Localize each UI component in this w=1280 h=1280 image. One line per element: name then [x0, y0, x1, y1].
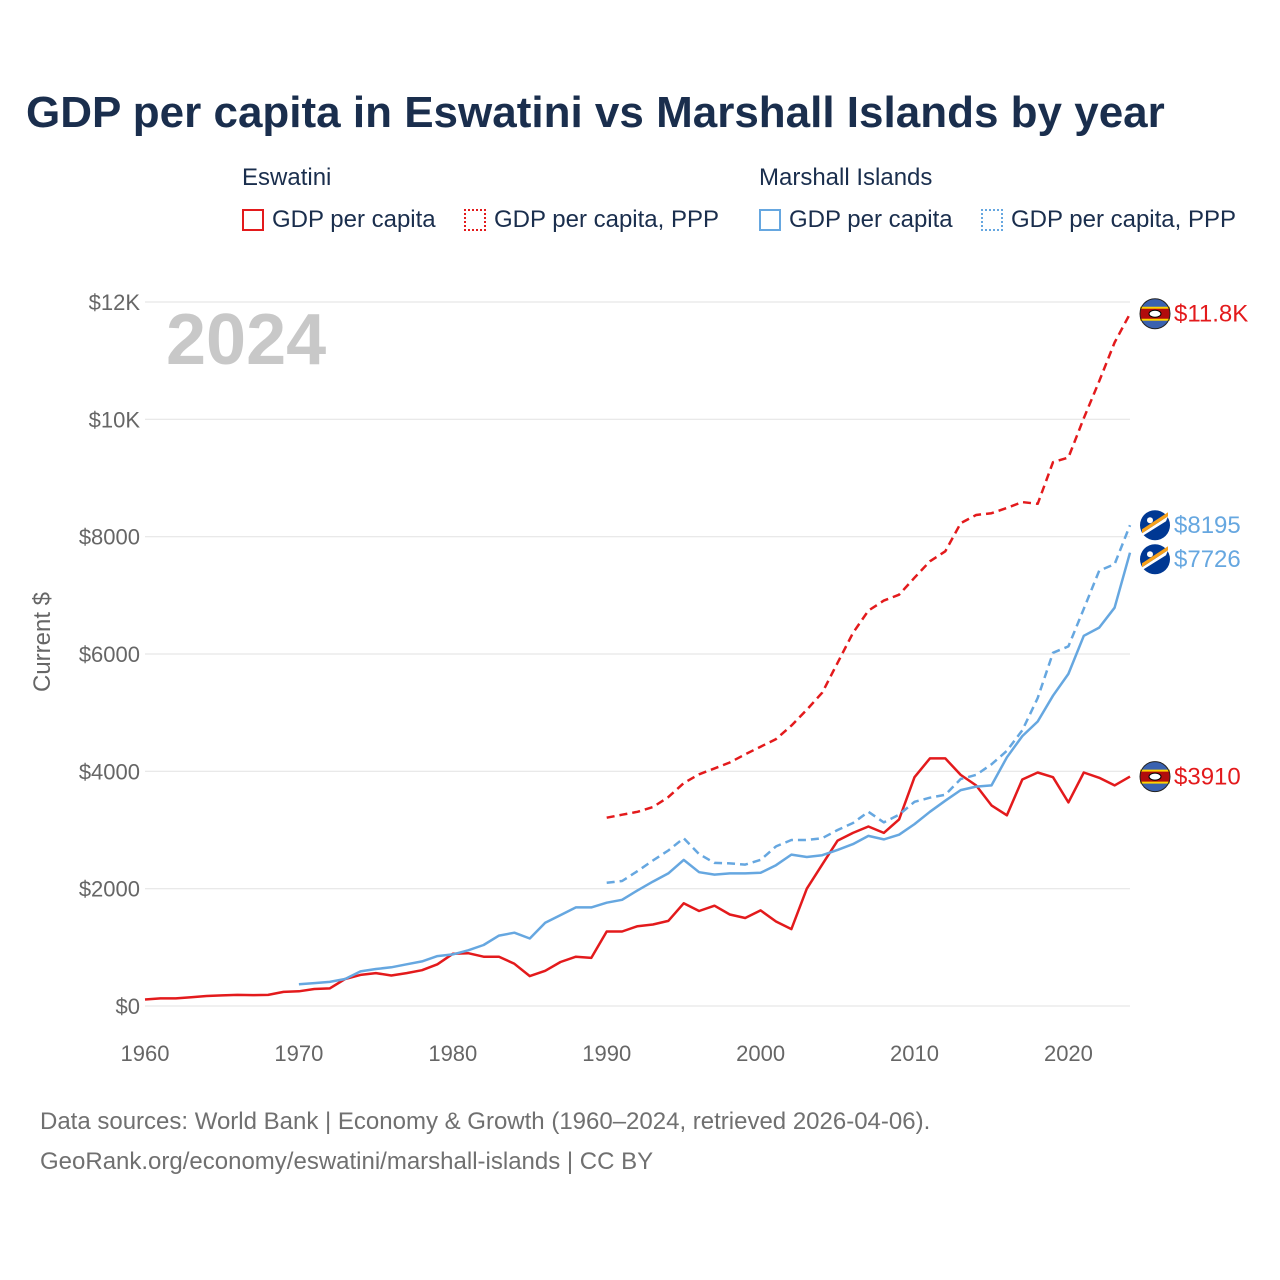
eswatini-flag-icon [1139, 298, 1171, 330]
y-tick-label: $12K [89, 290, 141, 315]
x-tick-label: 1960 [121, 1041, 170, 1066]
y-tick-label: $4000 [79, 759, 140, 784]
series-line-marshall-solid[interactable] [298, 552, 1132, 986]
legend-item-marshall-gdp-ppp[interactable]: GDP per capita, PPP [981, 206, 1236, 234]
marshall-islands-flag-icon [1140, 544, 1170, 575]
end-value-label: $11.8K [1174, 301, 1248, 328]
solid-swatch-icon [759, 209, 781, 231]
x-tick-label: 2010 [890, 1041, 939, 1066]
chart-title: GDP per capita in Eswatini vs Marshall I… [26, 88, 1165, 137]
x-tick-label: 1970 [274, 1041, 323, 1066]
x-tick-label: 1990 [582, 1041, 631, 1066]
y-tick-label: $6000 [79, 642, 140, 667]
x-tick-label: 1980 [428, 1041, 477, 1066]
legend-item-eswatini-gdp-ppp[interactable]: GDP per capita, PPP [464, 206, 719, 234]
end-value-label: $3910 [1174, 764, 1241, 791]
y-axis-label: Current $ [29, 592, 56, 692]
series-line-eswatini-solid[interactable] [144, 757, 1131, 1001]
end-value-label: $8195 [1174, 512, 1241, 539]
dotted-swatch-icon [981, 209, 1003, 231]
legend-item-marshall-gdp[interactable]: GDP per capita [759, 206, 953, 234]
legend-group-marshall-islands: Marshall Islands [759, 164, 933, 191]
end-value-label: $7726 [1174, 546, 1241, 573]
eswatini-flag-icon [1139, 761, 1171, 793]
y-tick-label: $8000 [79, 525, 140, 550]
series-line-eswatini-dashed[interactable] [606, 313, 1132, 819]
legend-item-eswatini-gdp[interactable]: GDP per capita [242, 206, 436, 234]
footer-attribution[interactable]: GeoRank.org/economy/eswatini/marshall-is… [40, 1148, 654, 1175]
y-tick-label: $2000 [79, 877, 140, 902]
y-tick-label: $10K [89, 407, 141, 432]
x-tick-label: 2020 [1044, 1041, 1093, 1066]
year-watermark: 2024 [166, 300, 326, 380]
marshall-islands-flag-icon [1140, 510, 1170, 541]
footer-sources: Data sources: World Bank | Economy & Gro… [40, 1108, 931, 1135]
y-tick-label: $0 [116, 994, 140, 1019]
series-line-marshall-dashed[interactable] [606, 524, 1132, 885]
x-tick-label: 2000 [736, 1041, 785, 1066]
solid-swatch-icon [242, 209, 264, 231]
dotted-swatch-icon [464, 209, 486, 231]
legend-group-eswatini: Eswatini [242, 164, 332, 191]
